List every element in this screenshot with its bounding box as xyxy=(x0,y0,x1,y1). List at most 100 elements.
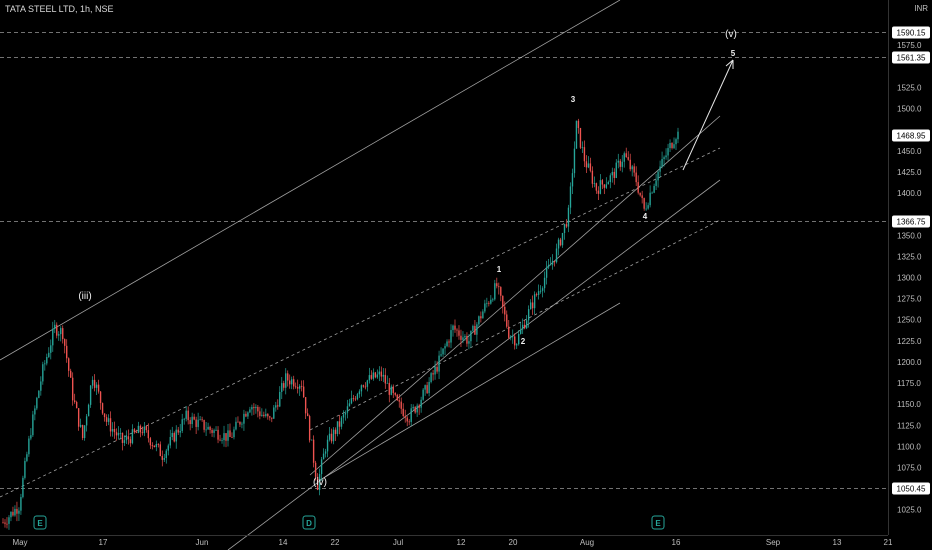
x-tick-4: 22 xyxy=(331,538,340,547)
candle-body-85 xyxy=(171,432,173,437)
candle-body-301 xyxy=(601,180,604,185)
candle-body-314 xyxy=(627,157,629,160)
y-tick-20: 1500.0 xyxy=(897,105,922,114)
candle-body-65 xyxy=(131,429,134,444)
x-tick-8: Aug xyxy=(580,538,594,547)
candle-body-221 xyxy=(442,348,444,355)
candle-body-88 xyxy=(177,429,179,433)
candle-body-52 xyxy=(105,417,108,422)
candle-body-266 xyxy=(531,302,534,309)
candle-body-205 xyxy=(410,408,412,422)
candle-body-220 xyxy=(440,354,442,356)
candle-body-268 xyxy=(535,294,538,296)
candle-body-270 xyxy=(539,290,542,292)
candle-body-240 xyxy=(480,316,482,319)
candle-body-0 xyxy=(2,522,4,524)
candle-body-4 xyxy=(10,511,12,518)
candle-body-150 xyxy=(300,385,303,387)
candle-body-229 xyxy=(458,330,460,336)
candle-body-140 xyxy=(281,383,283,392)
price-label-4: 1050.45 xyxy=(897,485,926,494)
x-tick-2: Jun xyxy=(196,538,209,547)
candle-body-260 xyxy=(520,329,522,334)
candle-body-241 xyxy=(482,311,484,319)
candle-body-61 xyxy=(123,440,126,443)
candle-body-170 xyxy=(340,417,343,427)
candle-body-8 xyxy=(18,510,20,514)
candle-body-242 xyxy=(484,303,486,312)
candle-body-231 xyxy=(462,337,464,340)
e-badge-icon-1-glyph: E xyxy=(37,519,43,528)
candle-body-17 xyxy=(36,397,38,409)
candle-body-300 xyxy=(599,180,602,194)
candle-body-328 xyxy=(655,180,657,186)
candle-body-121 xyxy=(243,413,245,424)
candle-body-226 xyxy=(452,325,454,331)
candle-body-138 xyxy=(277,405,279,407)
candle-body-11 xyxy=(24,460,26,478)
candle-body-115 xyxy=(231,437,233,438)
candle-body-89 xyxy=(179,430,181,433)
candle-body-256 xyxy=(512,336,514,338)
candle-body-24 xyxy=(50,345,52,353)
wave-label-2: 1 xyxy=(497,265,502,274)
price-label-3: 1366.75 xyxy=(897,218,926,227)
candle-body-135 xyxy=(271,417,273,419)
candle-body-104 xyxy=(209,426,211,431)
candle-body-18 xyxy=(38,390,40,398)
e-badge-icon-2 xyxy=(651,515,665,530)
candle-body-212 xyxy=(424,385,426,390)
x-tick-5: Jul xyxy=(393,538,403,547)
candle-body-14 xyxy=(30,435,32,439)
candle-body-303 xyxy=(605,184,608,188)
candle-body-44 xyxy=(89,385,92,405)
candle-body-238 xyxy=(476,324,478,335)
candle-body-80 xyxy=(161,456,163,460)
candle-body-190 xyxy=(380,371,383,377)
candle-body-102 xyxy=(205,429,207,431)
candle-body-327 xyxy=(653,185,655,193)
d-badge-icon-glyph: D xyxy=(306,519,312,528)
candle-body-23 xyxy=(48,352,50,357)
candle-body-95 xyxy=(191,416,193,425)
candle-body-250 xyxy=(500,287,502,296)
candle-body-125 xyxy=(251,407,253,410)
candle-body-187 xyxy=(374,372,377,378)
candle-body-106 xyxy=(213,430,215,433)
candle-body-55 xyxy=(111,429,114,432)
candle-body-144 xyxy=(289,380,291,385)
y-tick-13: 1325.0 xyxy=(897,252,922,261)
candle-body-333 xyxy=(665,155,667,158)
candle-body-288 xyxy=(575,120,578,149)
candle-body-149 xyxy=(298,385,301,389)
candle-body-58 xyxy=(117,433,120,436)
candle-body-158 xyxy=(316,476,319,490)
candle-body-296 xyxy=(591,170,594,184)
candle-body-43 xyxy=(87,404,90,417)
y-tick-18: 1450.0 xyxy=(897,147,922,156)
candle-body-265 xyxy=(529,302,532,310)
candle-body-152 xyxy=(304,397,307,414)
candle-body-188 xyxy=(376,374,379,378)
candle-body-197 xyxy=(394,392,396,395)
candle-body-325 xyxy=(649,192,651,206)
candle-body-175 xyxy=(350,398,353,404)
candle-body-339 xyxy=(677,131,679,140)
candle-body-219 xyxy=(438,355,440,372)
candle-body-54 xyxy=(109,418,112,432)
candle-body-47 xyxy=(95,384,98,388)
candle-body-326 xyxy=(651,192,653,194)
candle-body-97 xyxy=(195,419,197,427)
x-tick-12: 21 xyxy=(884,538,893,547)
candle-body-180 xyxy=(360,385,363,392)
candle-body-40 xyxy=(81,425,84,439)
candle-body-228 xyxy=(456,329,458,331)
candle-body-334 xyxy=(667,148,669,156)
candle-body-317 xyxy=(633,166,635,173)
candle-body-192 xyxy=(384,374,386,384)
candle-body-36 xyxy=(73,400,76,403)
candle-body-237 xyxy=(474,325,476,335)
candle-body-179 xyxy=(358,391,361,395)
price-label-bg-1 xyxy=(892,51,930,64)
